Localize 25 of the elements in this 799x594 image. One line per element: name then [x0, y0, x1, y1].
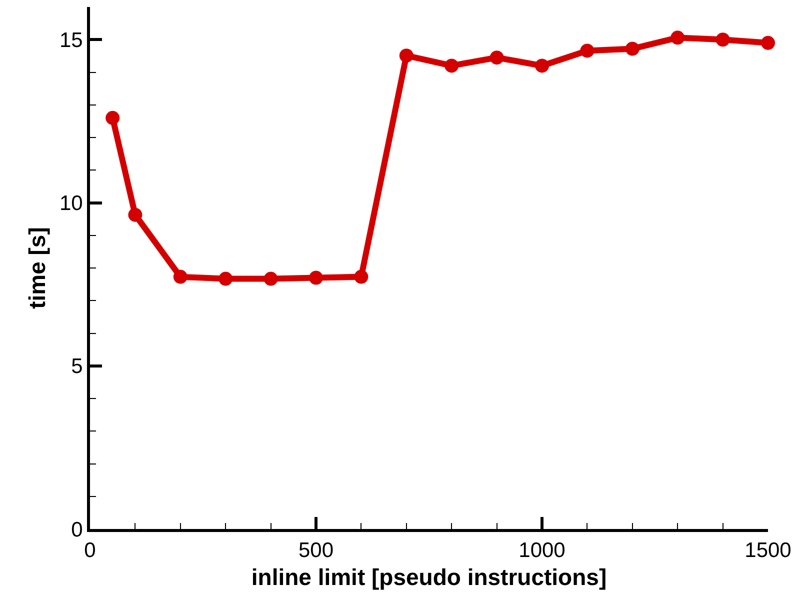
- point: [535, 58, 549, 73]
- point: [444, 58, 459, 73]
- point: [670, 30, 685, 45]
- y-tick-label: 5: [71, 355, 83, 378]
- point: [399, 48, 414, 63]
- y-tick-label: 10: [59, 192, 83, 216]
- x-tick-label: 500: [298, 539, 334, 562]
- point: [128, 208, 142, 222]
- y-axis-title: time [s]: [24, 227, 50, 309]
- point: [264, 272, 278, 286]
- y-tick-label: 0: [71, 518, 83, 542]
- point: [218, 272, 233, 286]
- point: [106, 110, 120, 125]
- point: [490, 50, 504, 65]
- x-tick-label: 1500: [744, 539, 792, 562]
- point: [761, 36, 775, 50]
- point: [354, 270, 368, 284]
- point: [173, 270, 188, 284]
- x-tick-label: 1000: [518, 539, 566, 562]
- point: [580, 44, 594, 58]
- point: [625, 42, 640, 56]
- point: [309, 270, 323, 285]
- point: [716, 32, 730, 47]
- y-tick-label: 15: [59, 28, 83, 52]
- x-axis-title: inline limit [pseudo instructions]: [251, 564, 607, 590]
